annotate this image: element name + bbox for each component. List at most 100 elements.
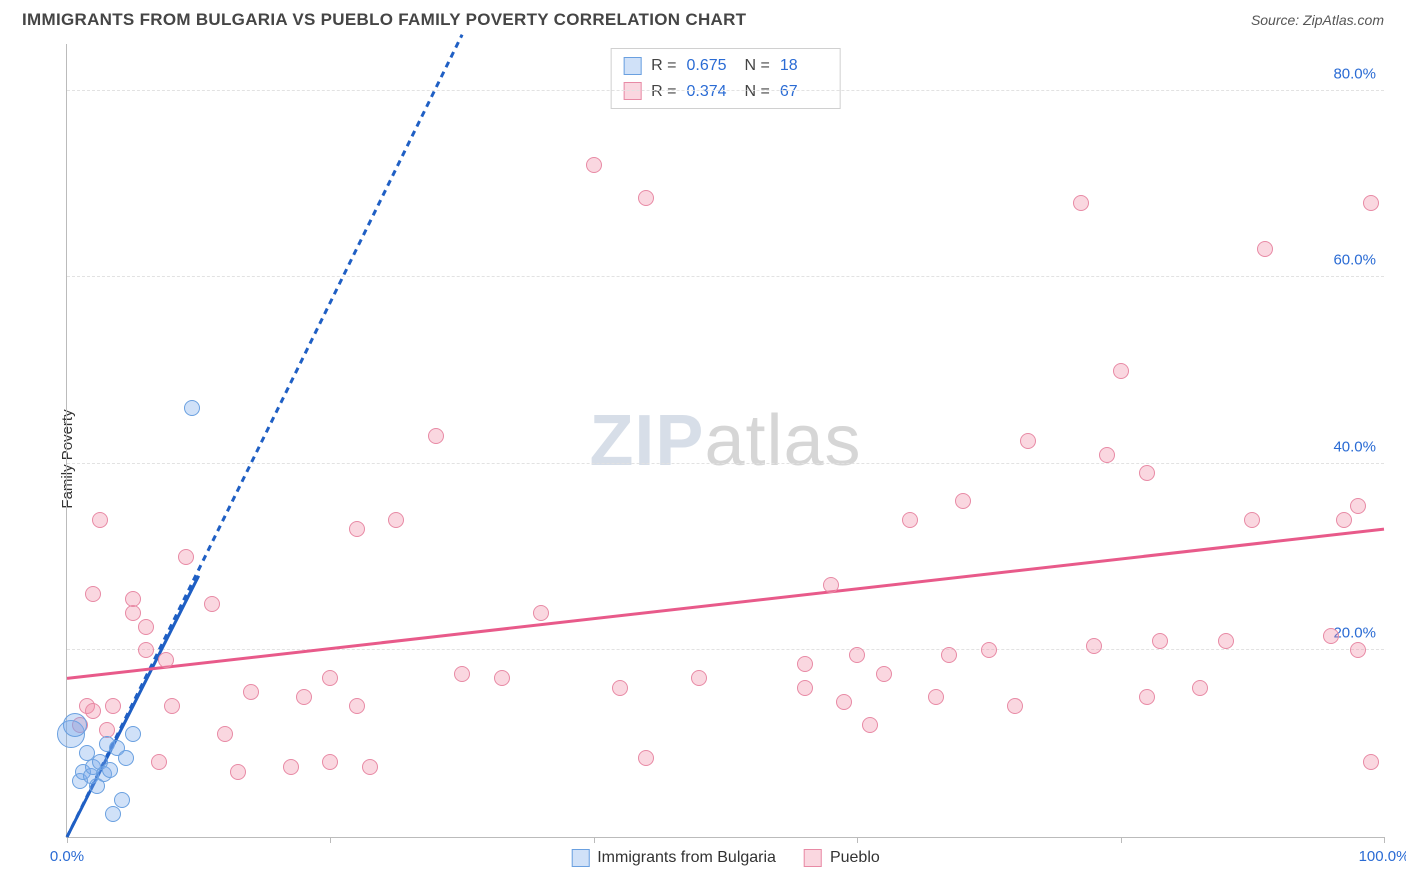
x-tick-label: 100.0% xyxy=(1359,848,1406,865)
data-point-bulgaria xyxy=(114,792,130,808)
data-point-pueblo xyxy=(928,689,944,705)
swatch-pueblo xyxy=(623,82,641,100)
data-point-pueblo xyxy=(178,549,194,565)
gridline xyxy=(67,276,1384,277)
data-point-pueblo xyxy=(138,619,154,635)
data-point-pueblo xyxy=(1244,512,1260,528)
data-point-pueblo xyxy=(1363,195,1379,211)
data-point-pueblo xyxy=(902,512,918,528)
data-point-pueblo xyxy=(454,666,470,682)
data-point-pueblo xyxy=(955,493,971,509)
swatch-bulgaria-icon xyxy=(571,849,589,867)
data-point-bulgaria xyxy=(184,400,200,416)
legend-item-pueblo: Pueblo xyxy=(804,849,880,867)
gridline xyxy=(67,90,1384,91)
data-point-pueblo xyxy=(1113,363,1129,379)
data-point-pueblo xyxy=(494,670,510,686)
data-point-pueblo xyxy=(691,670,707,686)
swatch-pueblo-icon xyxy=(804,849,822,867)
data-point-pueblo xyxy=(243,684,259,700)
data-point-pueblo xyxy=(1363,754,1379,770)
source-attribution: Source: ZipAtlas.com xyxy=(1251,12,1384,28)
data-point-pueblo xyxy=(164,698,180,714)
data-point-pueblo xyxy=(1152,633,1168,649)
data-point-pueblo xyxy=(388,512,404,528)
data-point-pueblo xyxy=(283,759,299,775)
data-point-pueblo xyxy=(428,428,444,444)
data-point-bulgaria xyxy=(125,726,141,742)
series-legend: Immigrants from Bulgaria Pueblo xyxy=(571,849,880,867)
data-point-pueblo xyxy=(1007,698,1023,714)
data-point-pueblo xyxy=(138,642,154,658)
data-point-pueblo xyxy=(533,605,549,621)
data-point-pueblo xyxy=(981,642,997,658)
y-tick-label: 80.0% xyxy=(1333,65,1376,82)
data-point-pueblo xyxy=(125,591,141,607)
data-point-pueblo xyxy=(85,703,101,719)
x-tick xyxy=(857,837,858,843)
y-tick-label: 20.0% xyxy=(1333,625,1376,642)
x-tick-label: 0.0% xyxy=(50,848,84,865)
data-point-bulgaria xyxy=(118,750,134,766)
data-point-bulgaria xyxy=(105,806,121,822)
data-point-pueblo xyxy=(876,666,892,682)
data-point-pueblo xyxy=(797,656,813,672)
data-point-pueblo xyxy=(1350,642,1366,658)
data-point-pueblo xyxy=(586,157,602,173)
x-tick xyxy=(594,837,595,843)
data-point-pueblo xyxy=(862,717,878,733)
data-point-pueblo xyxy=(230,764,246,780)
data-point-pueblo xyxy=(322,670,338,686)
watermark: ZIPatlas xyxy=(589,400,861,482)
data-point-pueblo xyxy=(1086,638,1102,654)
data-point-pueblo xyxy=(92,512,108,528)
data-point-pueblo xyxy=(1073,195,1089,211)
x-tick xyxy=(67,837,68,843)
chart-container: Family Poverty ZIPatlas R = 0.675 N = 18… xyxy=(22,44,1384,874)
data-point-pueblo xyxy=(1099,447,1115,463)
data-point-bulgaria xyxy=(102,762,118,778)
legend-row-bulgaria: R = 0.675 N = 18 xyxy=(623,53,828,79)
data-point-pueblo xyxy=(638,190,654,206)
data-point-pueblo xyxy=(1139,465,1155,481)
data-point-pueblo xyxy=(797,680,813,696)
data-point-pueblo xyxy=(85,586,101,602)
data-point-pueblo xyxy=(823,577,839,593)
data-point-pueblo xyxy=(849,647,865,663)
data-point-pueblo xyxy=(1257,241,1273,257)
data-point-pueblo xyxy=(349,521,365,537)
data-point-pueblo xyxy=(612,680,628,696)
data-point-pueblo xyxy=(941,647,957,663)
scatter-plot-area: ZIPatlas R = 0.675 N = 18 R = 0.374 N = … xyxy=(66,44,1384,838)
correlation-legend: R = 0.675 N = 18 R = 0.374 N = 67 xyxy=(610,48,841,109)
data-point-pueblo xyxy=(1350,498,1366,514)
data-point-pueblo xyxy=(322,754,338,770)
data-point-pueblo xyxy=(105,698,121,714)
data-point-pueblo xyxy=(349,698,365,714)
gridline xyxy=(67,649,1384,650)
data-point-pueblo xyxy=(158,652,174,668)
legend-label-bulgaria: Immigrants from Bulgaria xyxy=(597,849,776,867)
data-point-pueblo xyxy=(1218,633,1234,649)
data-point-pueblo xyxy=(217,726,233,742)
data-point-pueblo xyxy=(1139,689,1155,705)
legend-item-bulgaria: Immigrants from Bulgaria xyxy=(571,849,776,867)
x-tick xyxy=(1384,837,1385,843)
gridline xyxy=(67,463,1384,464)
swatch-bulgaria xyxy=(623,57,641,75)
legend-label-pueblo: Pueblo xyxy=(830,849,880,867)
legend-row-pueblo: R = 0.374 N = 67 xyxy=(623,79,828,105)
y-tick-label: 40.0% xyxy=(1333,438,1376,455)
data-point-pueblo xyxy=(362,759,378,775)
data-point-pueblo xyxy=(151,754,167,770)
data-point-pueblo xyxy=(1323,628,1339,644)
data-point-bulgaria xyxy=(63,713,87,737)
data-point-pueblo xyxy=(1336,512,1352,528)
data-point-pueblo xyxy=(204,596,220,612)
data-point-pueblo xyxy=(638,750,654,766)
trend-lines xyxy=(67,44,1384,837)
y-tick-label: 60.0% xyxy=(1333,252,1376,269)
data-point-pueblo xyxy=(1192,680,1208,696)
data-point-pueblo xyxy=(1020,433,1036,449)
chart-title: IMMIGRANTS FROM BULGARIA VS PUEBLO FAMIL… xyxy=(22,10,746,30)
